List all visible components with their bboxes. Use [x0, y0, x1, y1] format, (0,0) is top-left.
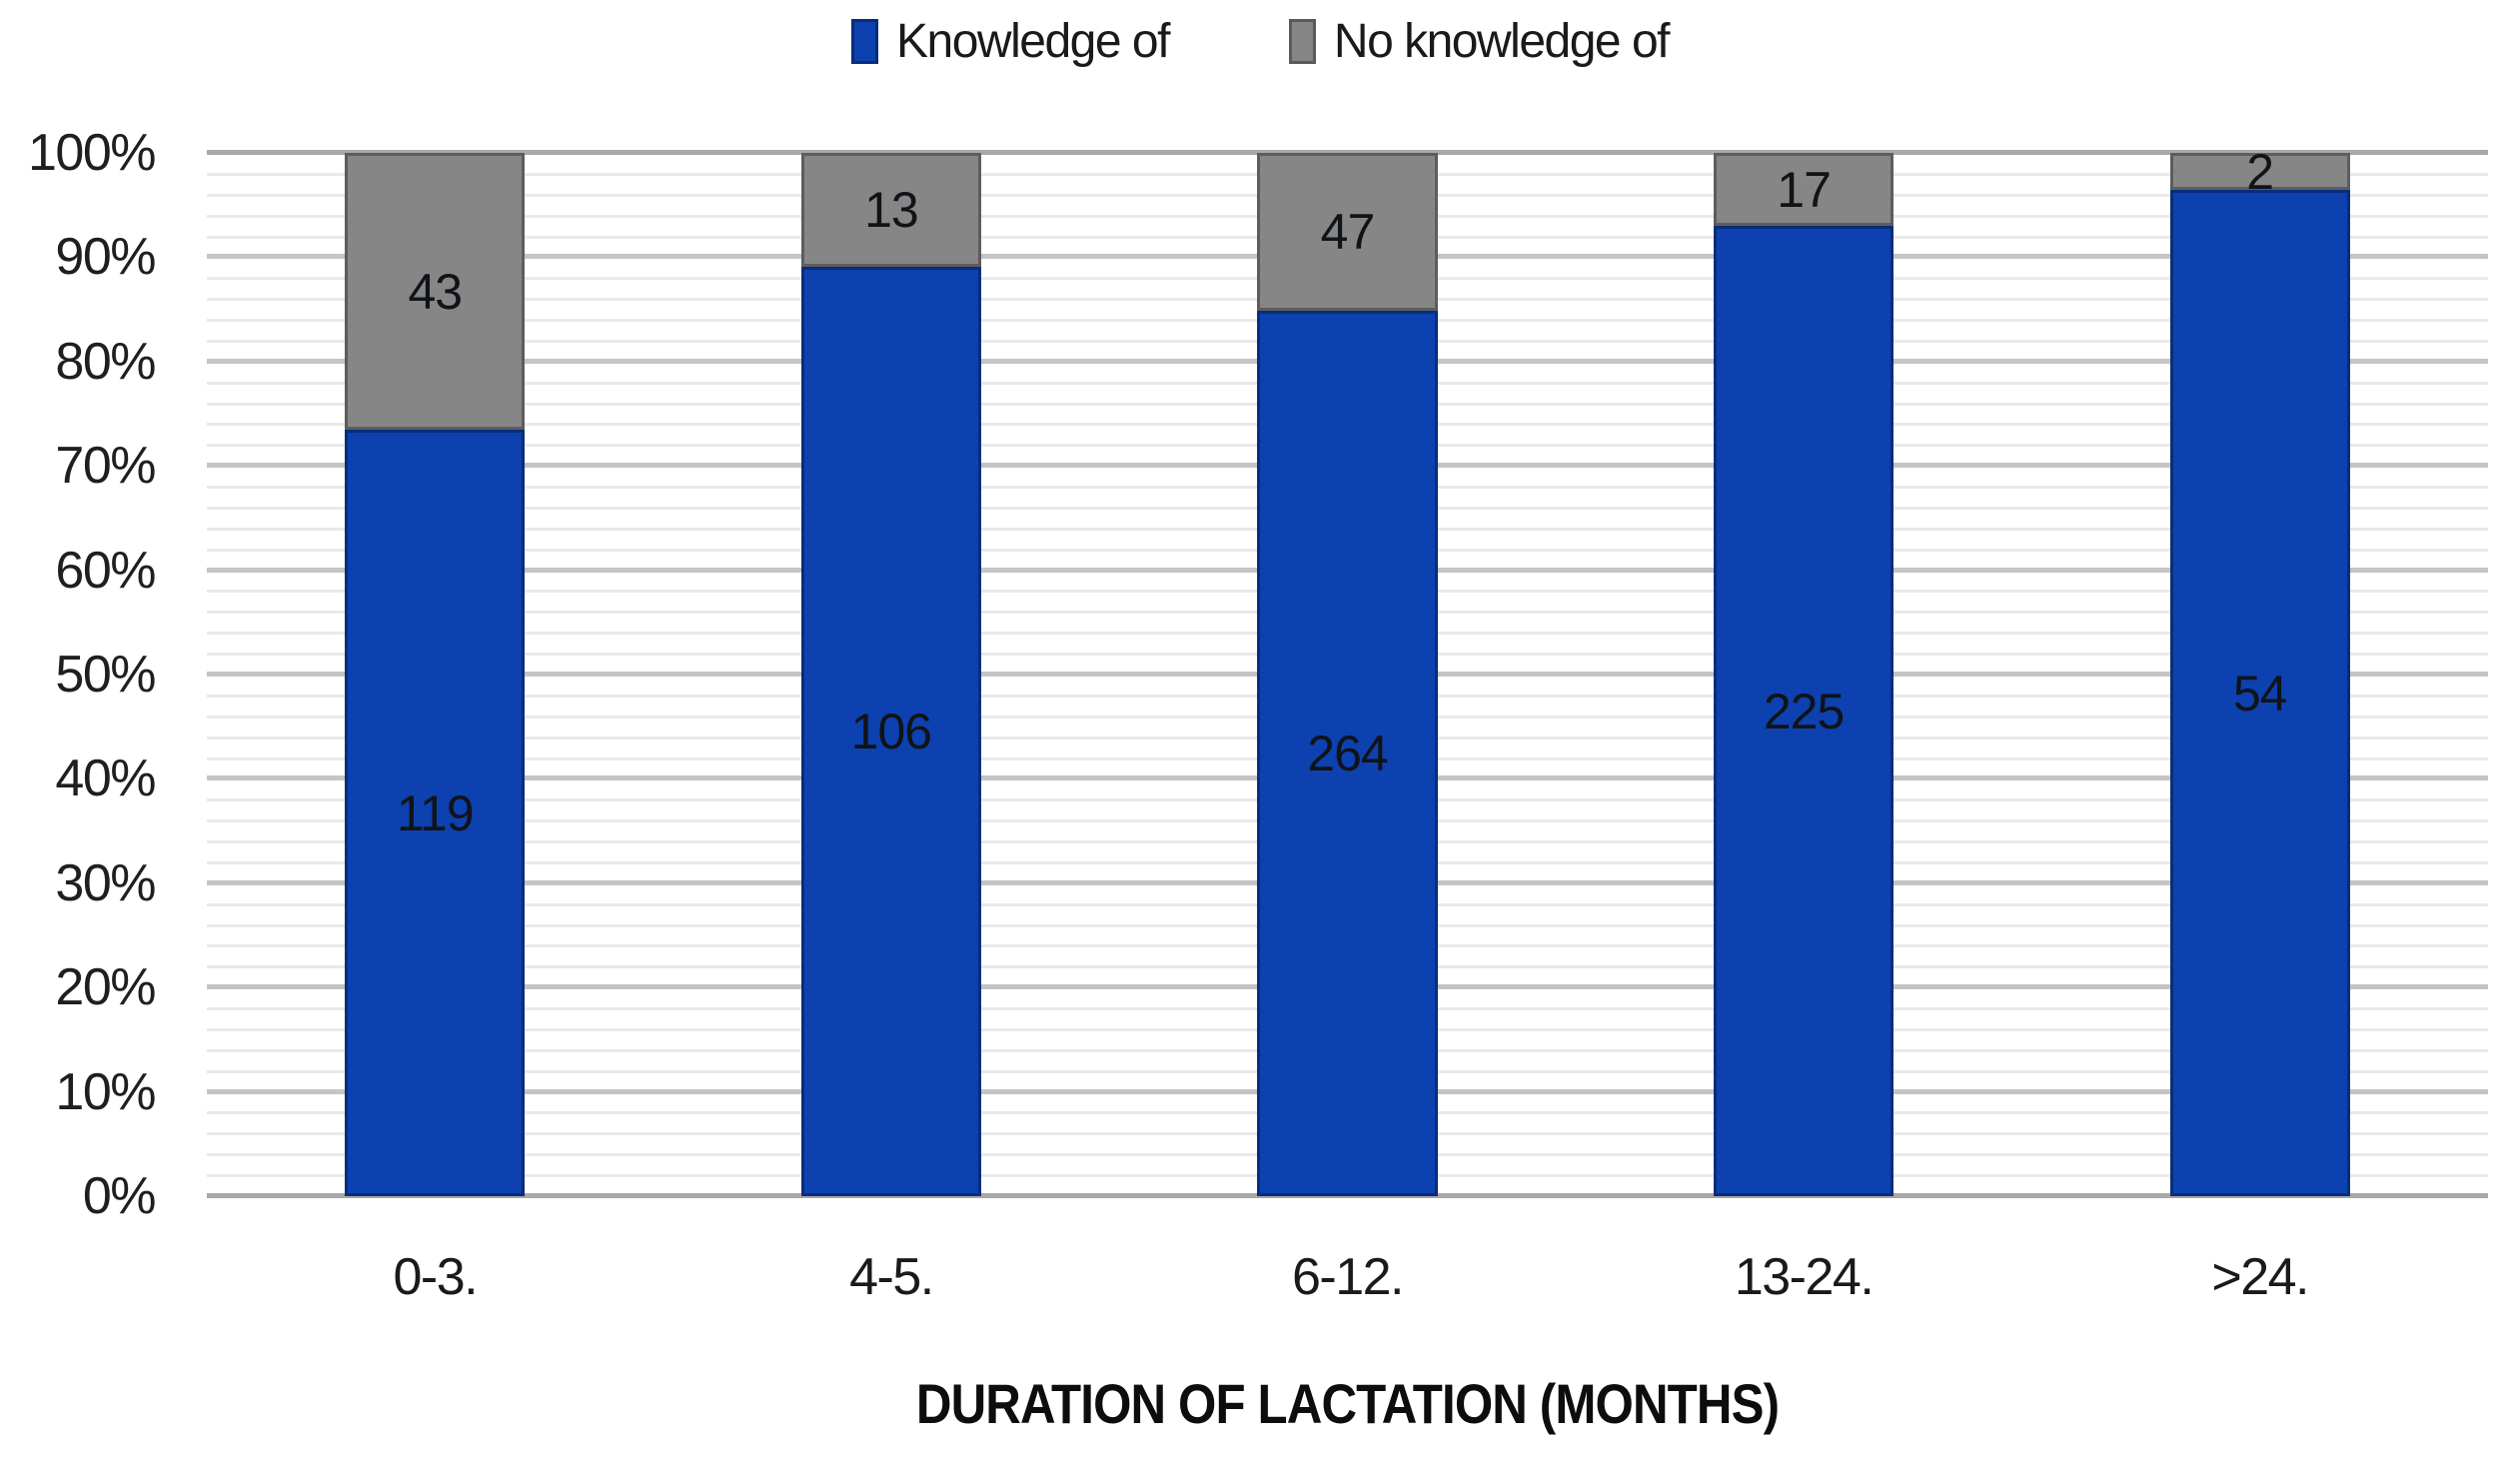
y-tick-label: 80% [55, 332, 156, 391]
x-axis-title: DURATION OF LACTATION (MONTHS) [915, 1372, 1780, 1435]
legend-label: No knowledge of [1333, 15, 1671, 68]
y-tick-label: 0% [82, 1167, 157, 1225]
bar-value-label: 54 [2232, 665, 2288, 722]
segment-no-knowledge-of-24: 2 [2169, 147, 2350, 197]
y-axis-tick-labels: 0% 10% 20% 30% 40% 50% 60% 70% 80% 90% 100% [0, 124, 157, 1225]
stacked-bar-13-24: 17 225 [1713, 153, 1894, 1196]
y-tick-label: 100% [28, 124, 157, 182]
bar-value-label: 119 [396, 784, 475, 841]
y-tick-label: 20% [55, 958, 156, 1017]
stacked-bar-24: 2 54 [2169, 147, 2350, 1196]
bar-value-label: 2 [2246, 143, 2274, 200]
legend: Knowledge of No knowledge of [0, 14, 2520, 69]
stacked-bar-4-5: 13 106 [800, 153, 982, 1196]
stacked-bar-6-12: 47 264 [1257, 153, 1438, 1196]
segment-knowledge-of-0-3: 119 [345, 430, 526, 1196]
y-tick-label: 90% [55, 228, 156, 287]
x-tick-label-6-12: 6-12. [1291, 1248, 1405, 1306]
stacked-bar-0-3: 43 119 [345, 153, 526, 1196]
legend-label: Knowledge of [896, 15, 1170, 68]
segment-no-knowledge-of-13-24: 17 [1713, 153, 1894, 227]
category-slot-0-3: 43 119 [207, 153, 663, 1196]
category-slot-13-24: 17 225 [1576, 153, 2032, 1196]
bar-value-label: 47 [1320, 203, 1376, 260]
segment-no-knowledge-of-0-3: 43 [345, 153, 526, 431]
segment-knowledge-of-24: 54 [2169, 190, 2350, 1196]
segment-no-knowledge-of-6-12: 47 [1257, 153, 1438, 311]
category-slot-24: 2 54 [2031, 147, 2488, 1196]
segment-knowledge-of-6-12: 264 [1257, 310, 1438, 1196]
bars-container: 43 119 13 106 47 264 17 225 2 54 [207, 147, 2488, 1196]
category-slot-4-5: 13 106 [663, 153, 1120, 1196]
x-tick-label-4-5: 4-5. [849, 1248, 934, 1306]
major-gridline [207, 150, 2488, 155]
bar-value-label: 264 [1307, 725, 1388, 781]
bar-value-label: 13 [864, 182, 919, 239]
segment-knowledge-of-13-24: 225 [1713, 226, 1894, 1196]
bar-value-label: 225 [1763, 683, 1845, 739]
legend-item-knowledge-of: Knowledge of [851, 14, 1170, 69]
legend-swatch-knowledge-of [851, 19, 879, 64]
bar-value-label: 17 [1777, 161, 1832, 218]
legend-item-no-knowledge-of: No knowledge of [1288, 14, 1671, 69]
segment-no-knowledge-of-4-5: 13 [800, 153, 982, 268]
x-axis-tick-labels: 0-3. 4-5. 6-12. 13-24. >24. [207, 1247, 2488, 1307]
segment-knowledge-of-4-5: 106 [800, 267, 982, 1196]
y-tick-label: 40% [55, 749, 156, 808]
bar-value-label: 43 [408, 263, 463, 320]
y-tick-label: 70% [55, 437, 156, 496]
bar-value-label: 106 [850, 704, 932, 760]
legend-swatch-no-knowledge-of [1288, 19, 1316, 64]
x-tick-label-0-3: 0-3. [393, 1248, 478, 1306]
y-tick-label: 10% [55, 1062, 156, 1121]
y-tick-label: 50% [55, 646, 156, 704]
x-tick-label-13-24: 13-24. [1734, 1248, 1875, 1306]
y-tick-label: 30% [55, 853, 156, 912]
category-slot-6-12: 47 264 [1119, 153, 1576, 1196]
x-tick-label-24: >24. [2211, 1248, 2309, 1306]
plot-area: 43 119 13 106 47 264 17 225 2 54 [207, 147, 2488, 1198]
y-tick-label: 60% [55, 541, 156, 600]
